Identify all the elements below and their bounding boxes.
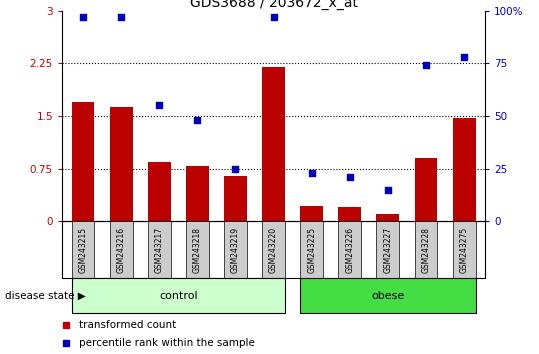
Text: obese: obese — [371, 291, 405, 301]
Point — [345, 174, 354, 180]
Text: control: control — [159, 291, 198, 301]
FancyBboxPatch shape — [376, 221, 399, 278]
Bar — [72, 102, 94, 221]
FancyBboxPatch shape — [72, 221, 94, 278]
Bar — [224, 176, 247, 221]
Text: GSM243225: GSM243225 — [307, 227, 316, 273]
FancyBboxPatch shape — [300, 278, 475, 313]
Point — [193, 117, 202, 123]
Text: GSM243275: GSM243275 — [460, 227, 468, 273]
FancyBboxPatch shape — [414, 221, 438, 278]
Point — [269, 14, 278, 20]
Point — [460, 54, 468, 60]
FancyBboxPatch shape — [186, 221, 209, 278]
Text: transformed count: transformed count — [79, 320, 176, 330]
FancyBboxPatch shape — [262, 221, 285, 278]
Text: GSM243219: GSM243219 — [231, 227, 240, 273]
Text: GSM243220: GSM243220 — [269, 227, 278, 273]
Point — [231, 166, 240, 171]
Point — [384, 187, 392, 193]
Title: GDS3688 / 203672_x_at: GDS3688 / 203672_x_at — [190, 0, 357, 10]
Bar — [414, 158, 438, 221]
Text: GSM243216: GSM243216 — [116, 227, 126, 273]
Text: GSM243218: GSM243218 — [193, 227, 202, 273]
Point — [79, 14, 87, 20]
Text: GSM243215: GSM243215 — [79, 227, 87, 273]
Text: percentile rank within the sample: percentile rank within the sample — [79, 338, 255, 348]
FancyBboxPatch shape — [338, 221, 361, 278]
Text: disease state ▶: disease state ▶ — [5, 291, 86, 301]
FancyBboxPatch shape — [109, 221, 133, 278]
Bar — [186, 166, 209, 221]
Text: GSM243217: GSM243217 — [155, 227, 164, 273]
Bar — [338, 207, 361, 221]
Text: GSM243227: GSM243227 — [383, 227, 392, 273]
FancyBboxPatch shape — [453, 221, 475, 278]
FancyBboxPatch shape — [224, 221, 247, 278]
FancyBboxPatch shape — [148, 221, 171, 278]
FancyBboxPatch shape — [300, 221, 323, 278]
Text: GSM243226: GSM243226 — [345, 227, 354, 273]
Bar — [376, 214, 399, 221]
Bar — [300, 206, 323, 221]
FancyBboxPatch shape — [72, 278, 285, 313]
Point — [155, 103, 163, 108]
Bar — [453, 118, 475, 221]
Bar — [148, 161, 171, 221]
Point — [117, 14, 126, 20]
Point — [421, 63, 430, 68]
Text: GSM243228: GSM243228 — [421, 227, 431, 273]
Bar — [109, 107, 133, 221]
Point — [307, 170, 316, 176]
Bar — [262, 67, 285, 221]
